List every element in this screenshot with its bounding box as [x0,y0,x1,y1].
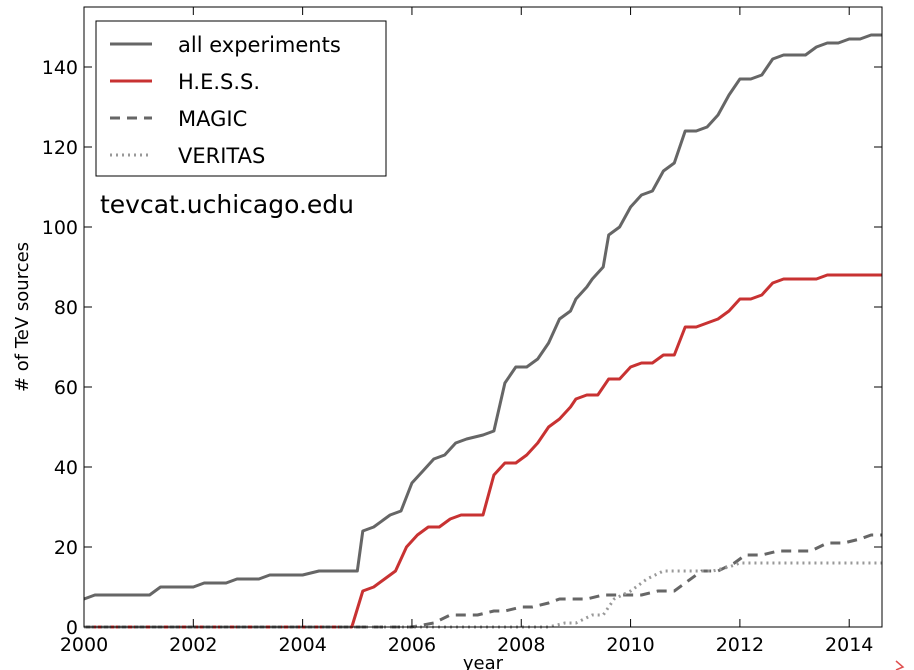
y-tick-label: 40 [54,457,78,479]
series-line-magic [84,533,882,629]
x-tick-label: 2006 [388,634,436,656]
corner-arrow-icon [895,660,905,670]
y-tick-label: 80 [54,297,78,319]
y-tick-label: 120 [42,137,78,159]
y-tick-label: 0 [66,617,78,639]
legend-label: H.E.S.S. [178,70,260,94]
y-tick-label: 140 [42,57,78,79]
x-axis-label: year [463,653,504,670]
x-tick-label: 2010 [606,634,654,656]
y-tick-label: 20 [54,537,78,559]
x-tick-label: 2014 [825,634,873,656]
axis-ticks: 2000 2002 2004 2006 2008 2010 2012 2014 0 20 40 60 8… [42,7,882,656]
x-tick-label: 2012 [716,634,764,656]
series-line-veritas [84,561,882,629]
x-tick-label: 2000 [60,634,108,656]
y-tick-label: 60 [54,377,78,399]
y-axis-label: # of TeV sources [12,242,33,392]
plot-frame [83,6,883,628]
source-annotation: tevcat.uchicago.edu [100,190,354,219]
legend: all experiments H.E.S.S. MAGIC VERITAS [95,20,387,177]
x-tick-label: 2008 [497,634,545,656]
x-tick-label: 2002 [169,634,217,656]
series-group [83,33,882,629]
legend-box [95,20,387,177]
legend-label: VERITAS [178,144,265,168]
series-line-all-experiments [83,33,882,601]
legend-label: all experiments [178,33,341,57]
legend-label: MAGIC [178,107,247,131]
series-line-h-e-s-s [84,273,882,629]
y-tick-label: 100 [42,217,78,239]
x-tick-label: 2004 [278,634,326,656]
